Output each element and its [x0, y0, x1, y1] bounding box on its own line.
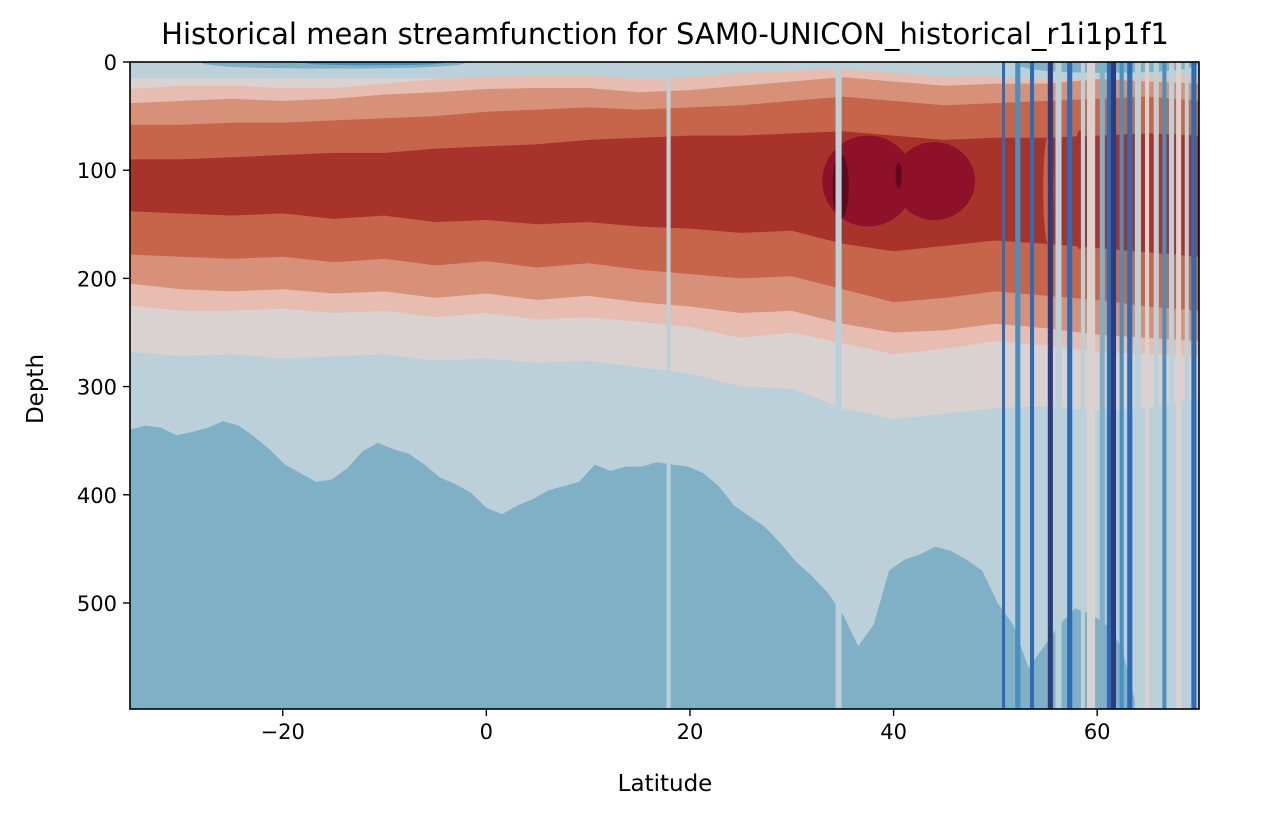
contour-layer-deep-1 — [130, 421, 1199, 709]
x-tick-label: 0 — [480, 720, 493, 744]
contour-fills — [130, 62, 1199, 709]
contour-stripe-21 — [1184, 62, 1189, 709]
contour-stripe-13 — [1119, 62, 1124, 709]
contour-stripe-5 — [1047, 62, 1053, 709]
contour-surface-cell-2 — [303, 62, 446, 66]
contour-stripe-6 — [1055, 62, 1062, 709]
contour-core-3 — [895, 162, 902, 189]
y-tick-label: 200 — [77, 267, 117, 291]
x-tick-label: 40 — [880, 720, 907, 744]
chart-title: Historical mean streamfunction for SAM0-… — [161, 17, 1169, 51]
contour-core-1 — [893, 142, 976, 220]
contour-stripe-12 — [1110, 62, 1117, 709]
contour-stripe-16 — [1145, 62, 1150, 709]
contour-stripe-19 — [1168, 62, 1175, 709]
y-axis: 0 100 200 300 400 500 — [77, 51, 130, 616]
contour-stripe-14 — [1127, 62, 1133, 709]
y-tick-label: 300 — [77, 376, 117, 400]
contour-stripe-7 — [1067, 62, 1073, 709]
contour-stripe-3 — [1015, 62, 1021, 709]
contour-stripe-9 — [1087, 62, 1096, 709]
contour-stripe-15 — [1134, 62, 1141, 709]
y-tick-label: 500 — [77, 592, 117, 616]
contour-stripe-10 — [1099, 62, 1105, 709]
contour-stripe-4 — [1029, 62, 1035, 709]
contour-stripe-18 — [1162, 62, 1167, 709]
y-tick-label: 0 — [104, 51, 117, 75]
x-axis: −20 0 20 40 60 — [261, 709, 1111, 744]
x-tick-label: −20 — [261, 720, 305, 744]
contour-stripe-1 — [835, 62, 842, 709]
plot-area — [130, 62, 1199, 709]
contour-stripe-17 — [1153, 62, 1159, 709]
x-tick-label: 60 — [1084, 720, 1111, 744]
contour-stripe-22 — [1191, 62, 1197, 709]
y-tick-label: 100 — [77, 159, 117, 183]
contour-stripe-11 — [1106, 62, 1112, 709]
axes-frame — [129, 61, 1200, 710]
y-tick-label: 400 — [77, 484, 117, 508]
x-axis-label: Latitude — [618, 771, 713, 797]
contour-stripe-20 — [1176, 62, 1182, 709]
y-axis-label: Depth — [23, 354, 49, 424]
contour-stripe-0 — [666, 62, 671, 709]
contour-stripe-2 — [1001, 62, 1006, 709]
x-tick-label: 20 — [677, 720, 704, 744]
contour-stripe-8 — [1080, 62, 1085, 709]
